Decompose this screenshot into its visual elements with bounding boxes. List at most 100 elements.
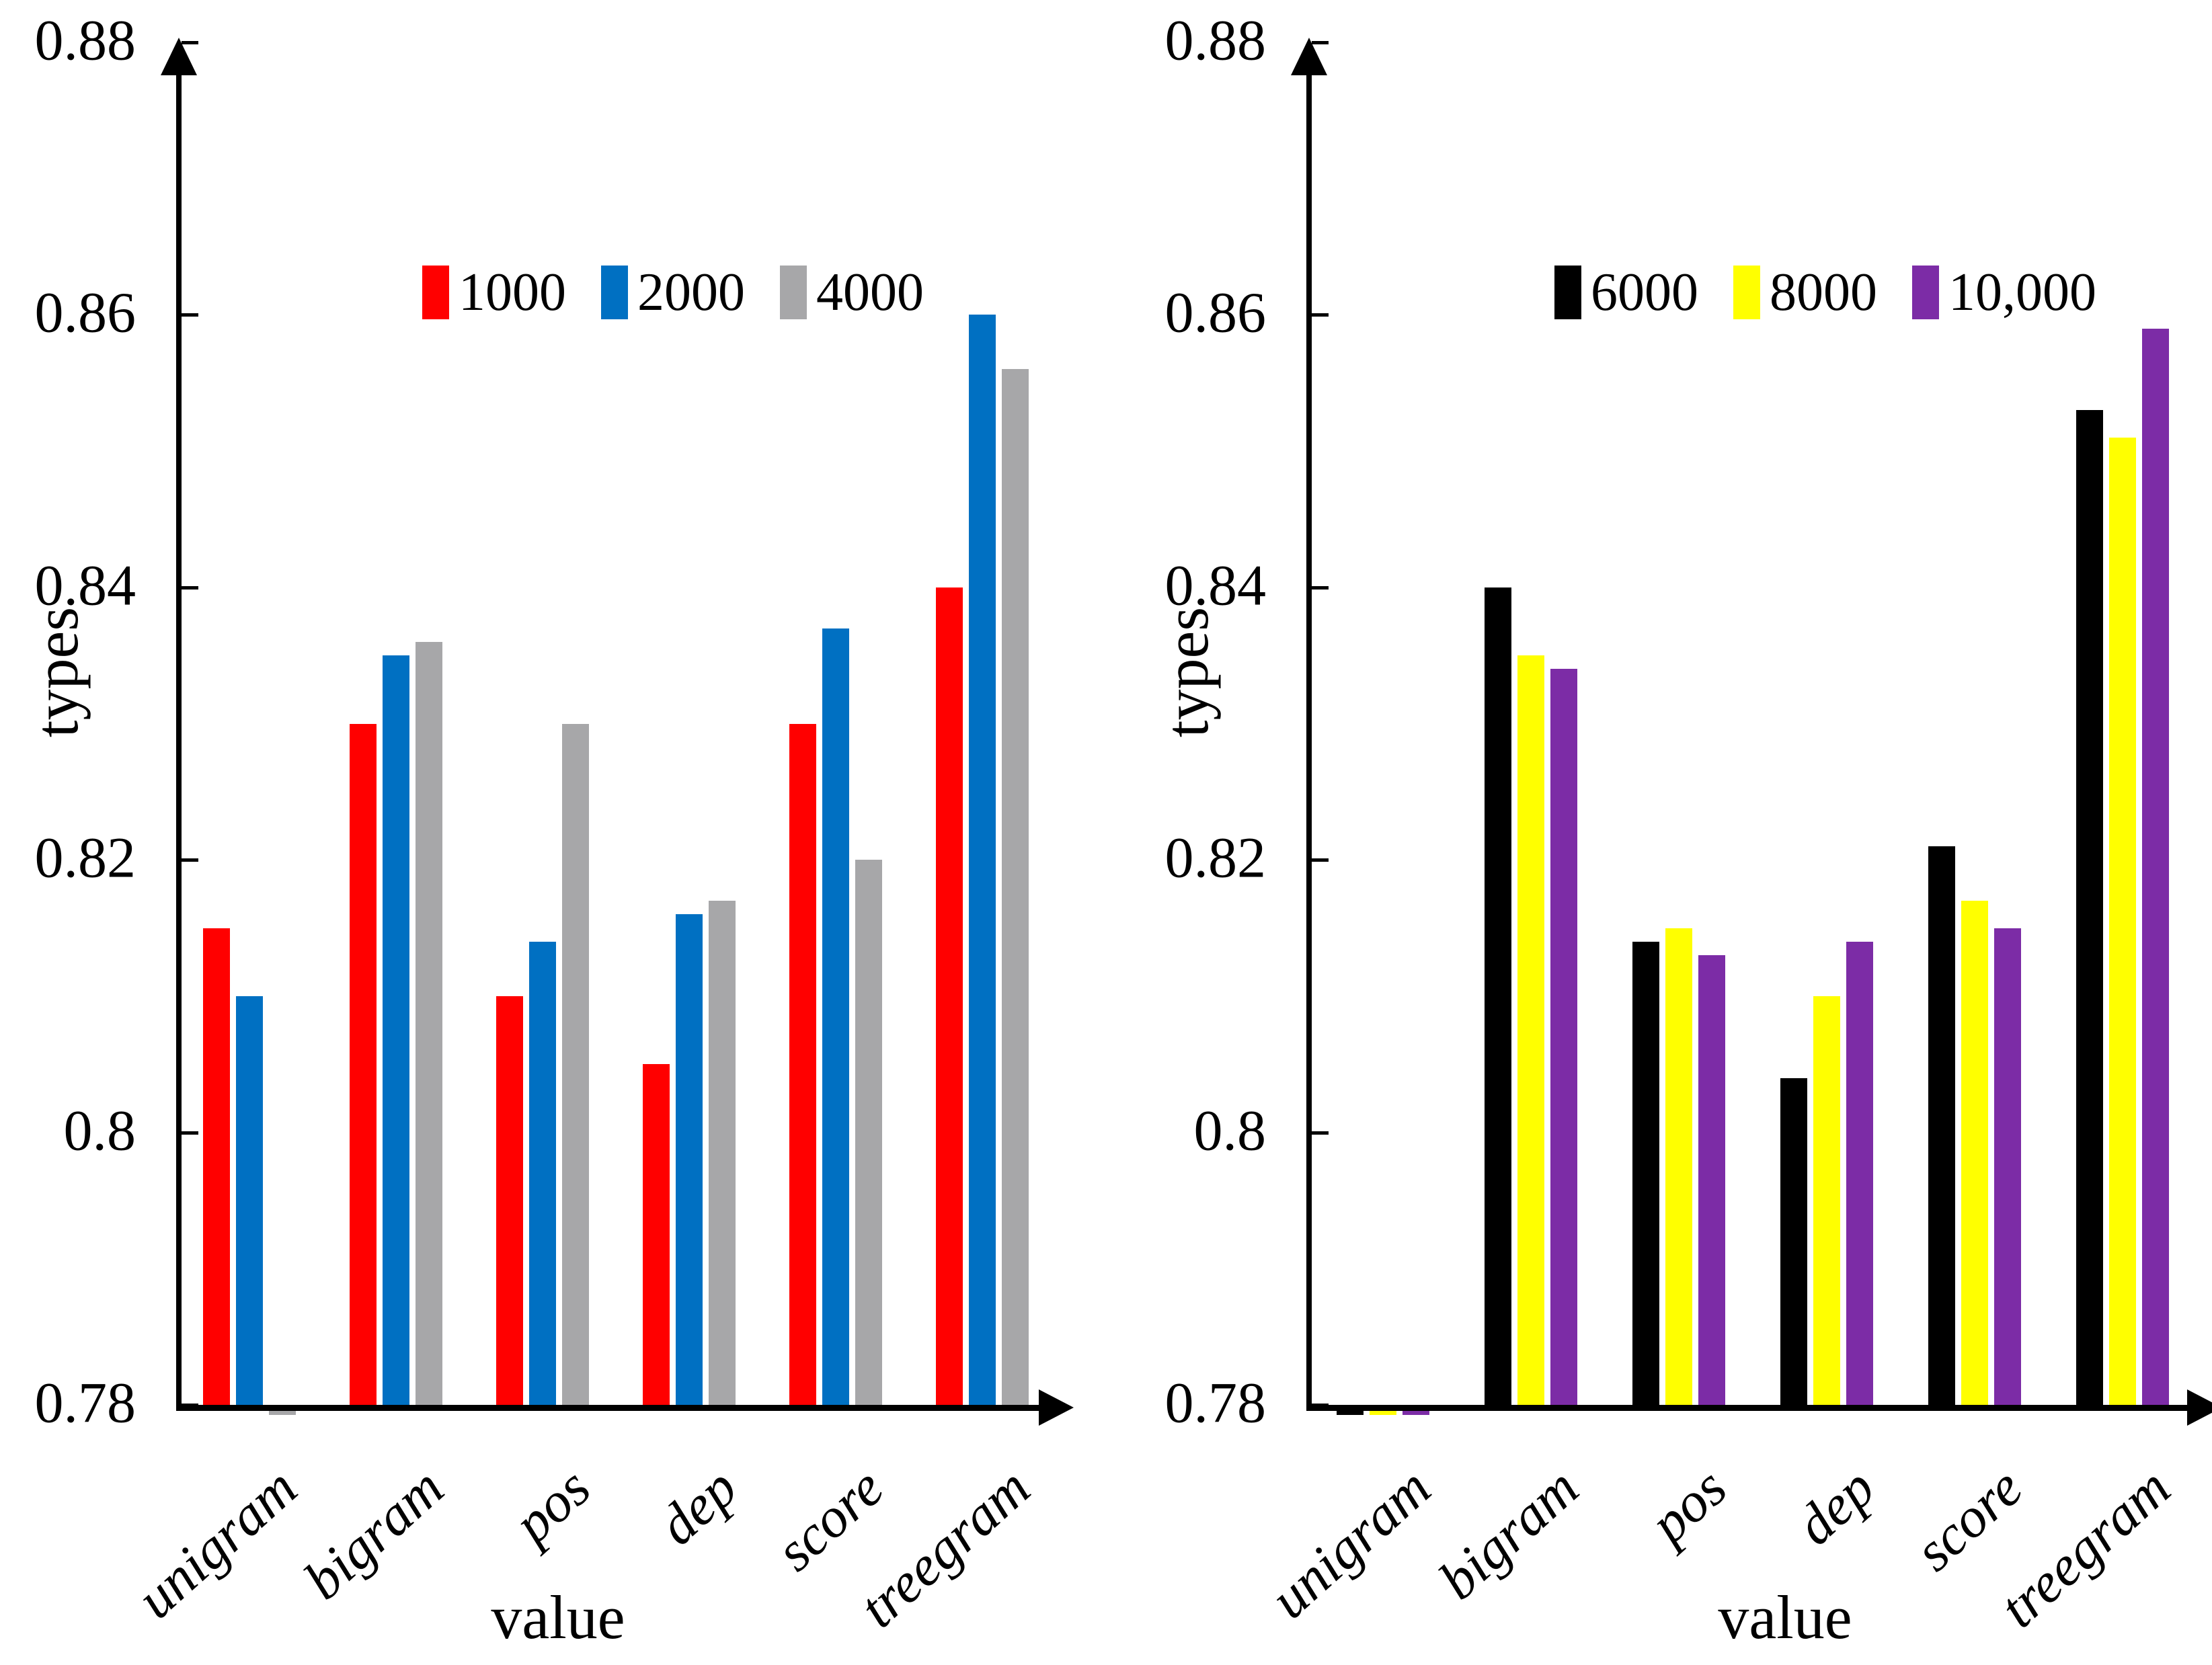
y-tick-label: 0.88	[34, 7, 136, 73]
legend-swatch-icon	[780, 266, 807, 319]
bar-treegram-10,000	[2142, 329, 2169, 1405]
y-tick	[182, 585, 198, 590]
bar-unigram-8000	[1370, 1410, 1396, 1415]
category-label-bigram: bigram	[292, 1456, 456, 1612]
x-axis-arrow-icon	[1039, 1389, 1074, 1426]
category-label-bigram: bigram	[1427, 1456, 1591, 1612]
y-axis-title: types	[1152, 606, 1221, 738]
bar-score-1000	[789, 724, 816, 1405]
y-axis-arrow-icon	[1291, 38, 1327, 75]
bar-dep-4000	[709, 901, 736, 1405]
category-label-unigram: unigram	[1259, 1456, 1443, 1631]
legend-swatch-icon	[601, 266, 628, 319]
y-tick	[182, 313, 198, 317]
category-label-pos: pos	[502, 1456, 602, 1555]
bar-bigram-1000	[350, 724, 377, 1405]
bar-unigram-2000	[236, 996, 263, 1405]
y-tick	[182, 858, 198, 862]
legend-swatch-icon	[1912, 266, 1939, 319]
bar-bigram-10,000	[1550, 669, 1577, 1405]
y-tick-label: 0.88	[1164, 7, 1267, 73]
bar-unigram-6000	[1337, 1410, 1364, 1415]
category-label-score: score	[764, 1456, 896, 1584]
category-label-pos: pos	[1638, 1456, 1739, 1555]
y-tick-label: 0.86	[34, 280, 136, 345]
y-tick	[1312, 313, 1329, 317]
legend: 1000 2000 4000	[422, 263, 924, 321]
y-tick-label: 0.8	[1193, 1098, 1267, 1163]
legend-swatch-icon	[1554, 266, 1581, 319]
bar-pos-2000	[529, 942, 556, 1405]
bar-score-6000	[1928, 846, 1955, 1405]
legend-item-1000: 1000	[422, 263, 566, 321]
chart-panel-left: 1000 2000 4000 types value 0.88 0.86 0.84 0.8…	[22, 7, 1074, 1652]
bar-score-10,000	[1994, 928, 2021, 1405]
legend-item-10,000: 10,000	[1912, 263, 2096, 321]
y-axis	[1306, 67, 1312, 1411]
y-tick	[182, 1131, 198, 1135]
legend-swatch-icon	[1733, 266, 1760, 319]
legend-label: 8000	[1770, 263, 1877, 322]
bar-score-4000	[855, 860, 882, 1405]
y-axis-title: types	[22, 606, 91, 738]
bar-pos-1000	[496, 996, 523, 1405]
category-label-score: score	[1903, 1456, 2035, 1584]
legend-label: 1000	[459, 263, 566, 322]
legend: 6000 8000 10,000	[1554, 263, 2096, 321]
x-axis	[1306, 1405, 2187, 1411]
y-tick-label: 0.82	[1164, 825, 1267, 890]
bar-dep-2000	[676, 914, 703, 1405]
y-tick-label: 0.84	[34, 553, 136, 618]
bar-treegram-6000	[2076, 410, 2103, 1405]
y-tick-label: 0.82	[34, 825, 136, 890]
bar-bigram-2000	[383, 655, 409, 1405]
bar-pos-10,000	[1698, 955, 1725, 1405]
bar-pos-4000	[562, 724, 589, 1405]
bar-dep-8000	[1813, 996, 1840, 1405]
bar-unigram-4000	[269, 1410, 296, 1415]
category-label-dep: dep	[1784, 1456, 1887, 1557]
chart-panel-right: 6000 8000 10,000 types value 0.88 0.86 0.84 0…	[1106, 0, 2212, 1665]
legend-label: 10,000	[1948, 263, 2096, 322]
legend-label: 2000	[637, 263, 745, 322]
legend-item-6000: 6000	[1554, 263, 1698, 321]
y-tick-label: 0.78	[1164, 1370, 1267, 1435]
y-tick-label: 0.8	[63, 1098, 136, 1163]
y-tick	[1312, 585, 1329, 590]
bar-pos-6000	[1632, 942, 1659, 1405]
bar-bigram-6000	[1485, 587, 1511, 1405]
bar-treegram-8000	[2109, 438, 2136, 1405]
bar-dep-1000	[643, 1064, 670, 1405]
bar-unigram-10,000	[1403, 1410, 1429, 1415]
bar-treegram-1000	[936, 587, 963, 1405]
bar-treegram-4000	[1002, 369, 1029, 1405]
y-tick-label: 0.78	[34, 1370, 136, 1435]
legend-item-4000: 4000	[780, 263, 924, 321]
bar-bigram-4000	[416, 642, 442, 1405]
x-axis-arrow-icon	[2187, 1389, 2212, 1426]
y-tick-label: 0.86	[1164, 280, 1267, 345]
x-axis-title: value	[1718, 1583, 1852, 1652]
legend-swatch-icon	[422, 266, 449, 319]
y-axis-arrow-icon	[161, 38, 197, 75]
y-tick	[1312, 858, 1329, 862]
x-axis-title: value	[491, 1583, 625, 1652]
x-axis	[176, 1405, 1039, 1411]
bar-bigram-8000	[1517, 655, 1544, 1405]
bar-score-8000	[1961, 901, 1988, 1405]
y-axis	[176, 67, 182, 1411]
bar-unigram-1000	[203, 928, 230, 1405]
bar-score-2000	[822, 628, 849, 1405]
legend-item-2000: 2000	[601, 263, 745, 321]
bar-dep-6000	[1780, 1078, 1807, 1405]
category-label-dep: dep	[646, 1456, 749, 1557]
bar-pos-8000	[1665, 928, 1692, 1405]
legend-item-8000: 8000	[1733, 263, 1877, 321]
legend-label: 6000	[1591, 263, 1698, 322]
legend-label: 4000	[816, 263, 924, 322]
y-tick	[1312, 1131, 1329, 1135]
y-tick-label: 0.84	[1164, 553, 1267, 618]
bar-treegram-2000	[969, 315, 996, 1405]
bar-dep-10,000	[1846, 942, 1873, 1405]
